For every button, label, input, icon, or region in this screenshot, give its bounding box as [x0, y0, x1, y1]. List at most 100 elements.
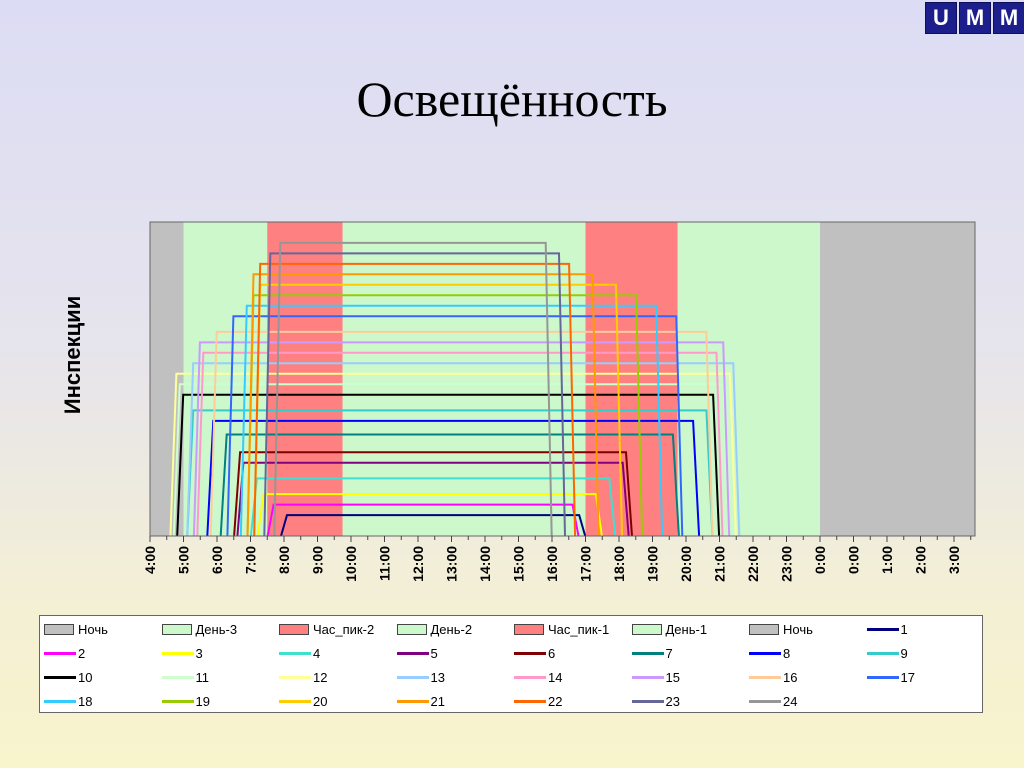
legend-label: 3 — [195, 645, 203, 661]
series-line-8 — [206, 419, 701, 537]
x-tick-label: 3:00 — [946, 546, 962, 574]
band-час_пик-1 — [585, 222, 678, 536]
legend-item: 3 — [161, 642, 203, 664]
x-tick-label: 15:00 — [511, 546, 527, 582]
series-line-10 — [176, 393, 721, 537]
legend-label: 4 — [313, 645, 321, 661]
x-tick-label: 23:00 — [779, 546, 795, 582]
x-tick-label: 13:00 — [444, 546, 460, 582]
legend-swatch — [161, 623, 192, 635]
legend-swatch — [396, 623, 427, 635]
legend-label: 6 — [548, 645, 556, 661]
x-tick-label: 5:00 — [176, 546, 192, 574]
x-tick-label: 9:00 — [310, 546, 326, 574]
series-line-6 — [233, 451, 633, 537]
legend-item: 6 — [514, 642, 555, 664]
y-axis-label: Инспекции — [60, 296, 85, 414]
legend-line-marker — [396, 699, 429, 703]
legend-item: 22 — [514, 690, 562, 712]
legend-swatch — [749, 623, 779, 635]
x-tick-label: 8:00 — [276, 546, 292, 574]
series-line-12 — [169, 372, 737, 537]
series-line-21 — [246, 273, 600, 537]
legend-item: 23 — [631, 690, 680, 712]
logo-letter: M — [959, 2, 991, 34]
legend-label: Час_пик-2 — [313, 621, 375, 637]
logo-letter: U — [925, 2, 957, 34]
legend-item: 4 — [279, 642, 320, 664]
series-line-13 — [186, 362, 741, 537]
legend-line-marker — [279, 651, 311, 655]
legend-label: День-2 — [430, 621, 473, 637]
legend-item: 16 — [749, 666, 797, 688]
umm-logo: U M M — [925, 2, 1024, 34]
x-tick-label: 14:00 — [477, 546, 493, 582]
legend-label: 22 — [548, 693, 563, 709]
legend-item: День-2 — [396, 618, 473, 640]
legend-line-marker — [161, 675, 194, 679]
series-line-23 — [263, 252, 566, 537]
x-tick-label: 22:00 — [745, 546, 761, 582]
chart-legend: Ночь День-3 Час_пик-2 День-2 Час_пик-1 День-1… — [39, 615, 983, 713]
legend-line-marker — [44, 651, 76, 655]
x-tick-label: 2:00 — [913, 546, 929, 574]
series-line-14 — [196, 351, 724, 537]
legend-label: 2 — [78, 645, 86, 661]
legend-item: 14 — [514, 666, 562, 688]
legend-label: Час_пик-1 — [548, 621, 610, 637]
x-tick-label: 12:00 — [410, 546, 426, 582]
x-tick-label: 1:00 — [879, 546, 895, 574]
legend-label: 8 — [783, 645, 791, 661]
legend-item: 9 — [866, 642, 908, 664]
legend-line-marker — [44, 675, 76, 679]
x-tick-label: 0:00 — [846, 546, 862, 574]
legend-line-marker — [514, 651, 546, 655]
legend-line-marker — [866, 627, 899, 631]
legend-label: 10 — [78, 669, 93, 685]
legend-label: 17 — [900, 669, 915, 685]
legend-line-marker — [749, 699, 781, 703]
legend-item: Ночь — [44, 618, 108, 640]
legend-line-marker — [514, 699, 546, 703]
legend-item: 7 — [631, 642, 673, 664]
series-line-7 — [219, 433, 680, 537]
band-час_пик-2 — [267, 222, 343, 536]
x-tick-label: 4:00 — [142, 546, 158, 574]
legend-label: 23 — [665, 693, 680, 709]
legend-item: 21 — [396, 690, 445, 712]
legend-item: 24 — [749, 690, 797, 712]
legend-label: День-1 — [665, 621, 708, 637]
legend-line-marker — [866, 651, 899, 655]
legend-line-marker — [161, 651, 194, 655]
legend-label: 20 — [313, 693, 328, 709]
x-tick-label: 0:00 — [812, 546, 828, 574]
x-tick-label: 18:00 — [611, 546, 627, 582]
band-ночь — [150, 222, 184, 536]
legend-label: Ночь — [783, 621, 813, 637]
legend-item: 11 — [161, 666, 209, 688]
legend-label: День-3 — [195, 621, 238, 637]
x-tick-label: 10:00 — [343, 546, 359, 582]
x-tick-label: 21:00 — [712, 546, 728, 582]
series-line-16 — [209, 330, 714, 537]
legend-label: 12 — [313, 669, 328, 685]
legend-line-marker — [514, 675, 546, 679]
legend-item: 19 — [161, 690, 210, 712]
legend-swatch — [279, 623, 309, 635]
slide-title: Освещённость — [356, 71, 668, 127]
legend-label: 5 — [430, 645, 438, 661]
legend-label: 19 — [195, 693, 210, 709]
band-ночь — [820, 222, 975, 536]
legend-item: 12 — [279, 666, 327, 688]
legend-item: 10 — [44, 666, 92, 688]
legend-line-marker — [279, 699, 311, 703]
legend-label: 9 — [900, 645, 908, 661]
legend-label: 7 — [665, 645, 673, 661]
x-tick-label: 19:00 — [645, 546, 661, 582]
legend-item: День-3 — [161, 618, 238, 640]
legend-line-marker — [749, 651, 781, 655]
chart: 4:00 5:00 6:00 7:00 8:00 9:00 10:00 11:00 12:00 1… — [60, 221, 976, 582]
legend-item: Час_пик-2 — [279, 618, 374, 640]
legend-line-marker — [161, 699, 194, 703]
legend-swatch — [44, 623, 74, 635]
